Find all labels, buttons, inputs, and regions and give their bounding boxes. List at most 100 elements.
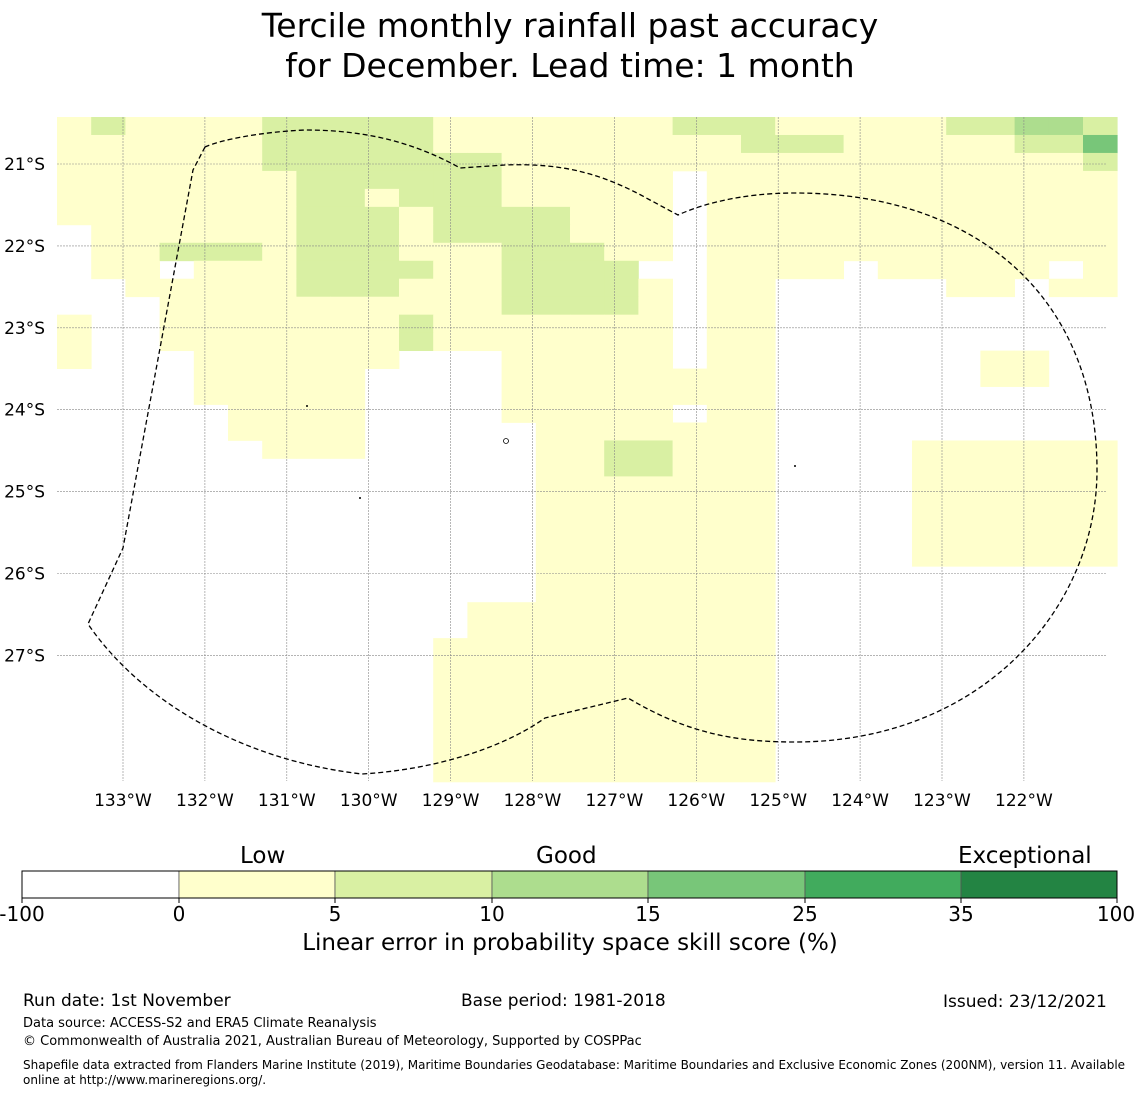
skill-cell bbox=[330, 368, 366, 387]
skill-cell bbox=[467, 332, 502, 352]
skill-cell bbox=[228, 278, 263, 298]
skill-cell bbox=[638, 476, 673, 495]
skill-cell bbox=[638, 745, 673, 765]
skill-cell bbox=[775, 260, 810, 280]
skill-cell bbox=[262, 296, 297, 316]
skill-cell bbox=[570, 692, 605, 711]
skill-cell bbox=[433, 727, 468, 747]
skill-cell bbox=[604, 170, 639, 190]
skill-cell bbox=[1083, 278, 1118, 298]
skill-cell bbox=[501, 278, 537, 298]
skill-cell bbox=[1083, 224, 1118, 244]
data-source: Data source: ACCESS-S2 and ERA5 Climate … bbox=[23, 1016, 377, 1031]
skill-cell bbox=[433, 314, 468, 334]
skill-cell bbox=[638, 152, 673, 172]
skill-cell bbox=[159, 332, 195, 352]
skill-cell bbox=[1048, 188, 1084, 208]
skill-cell bbox=[159, 117, 195, 136]
skill-cell bbox=[980, 368, 1015, 387]
skill-cell bbox=[501, 170, 537, 190]
skill-cell bbox=[193, 134, 229, 154]
skill-cell bbox=[125, 260, 160, 280]
skill-cell bbox=[741, 674, 776, 693]
skill-cell bbox=[330, 296, 366, 316]
skill-cell bbox=[980, 458, 1015, 477]
skill-cell bbox=[262, 332, 297, 352]
colorbar-tick: 25 bbox=[792, 902, 818, 926]
skill-cell bbox=[501, 117, 537, 136]
skill-cell bbox=[672, 422, 708, 441]
skill-cell bbox=[125, 188, 160, 208]
skill-cell bbox=[399, 314, 434, 334]
skill-cell bbox=[741, 188, 776, 208]
skill-cell bbox=[604, 314, 639, 334]
skill-cell bbox=[570, 458, 605, 477]
skill-cell bbox=[1083, 206, 1118, 226]
issued-date: Issued: 23/12/2021 bbox=[943, 992, 1107, 1012]
skill-cell bbox=[706, 152, 742, 172]
skill-cell bbox=[1083, 494, 1118, 513]
skill-cell bbox=[706, 674, 742, 693]
colorbar-tick: 10 bbox=[479, 902, 505, 926]
skill-cell bbox=[467, 278, 502, 298]
skill-cell bbox=[912, 260, 947, 280]
skill-cell bbox=[706, 260, 742, 280]
skill-cell bbox=[877, 134, 913, 154]
skill-cell bbox=[570, 674, 605, 693]
skill-cell bbox=[501, 206, 537, 226]
skill-cell bbox=[1048, 494, 1084, 513]
skill-cell bbox=[1014, 530, 1050, 549]
skill-cell bbox=[741, 494, 776, 513]
skill-cell bbox=[604, 745, 639, 765]
skill-cell bbox=[809, 152, 844, 172]
skill-cell bbox=[741, 206, 776, 226]
skill-cell bbox=[706, 566, 742, 585]
skill-cell bbox=[877, 117, 913, 136]
colorbar bbox=[21, 870, 1118, 903]
skill-cell bbox=[535, 584, 571, 603]
skill-cell bbox=[706, 368, 742, 387]
skill-cell bbox=[364, 242, 400, 262]
skill-cell bbox=[433, 763, 468, 783]
skill-cell bbox=[638, 548, 673, 567]
skill-cell bbox=[296, 296, 331, 316]
lon-label: 133°W bbox=[94, 791, 152, 811]
skill-cell bbox=[467, 260, 502, 280]
skill-cell bbox=[364, 296, 400, 316]
skill-cell bbox=[262, 314, 297, 334]
skill-cell bbox=[638, 458, 673, 477]
colorbar-label: Linear error in probability space skill … bbox=[302, 930, 838, 956]
skill-cell bbox=[570, 548, 605, 567]
skill-cell bbox=[638, 602, 673, 621]
skill-cell bbox=[535, 440, 571, 459]
copyright: © Commonwealth of Australia 2021, Austra… bbox=[23, 1034, 642, 1049]
skill-cell bbox=[296, 188, 331, 208]
skill-cell bbox=[604, 386, 639, 405]
skill-cell bbox=[809, 117, 844, 136]
run-date: Run date: 1st November bbox=[23, 991, 231, 1011]
skill-cell bbox=[638, 763, 673, 783]
skill-cell bbox=[706, 224, 742, 244]
skill-cell bbox=[672, 566, 708, 585]
skill-cell bbox=[604, 602, 639, 621]
skill-cell bbox=[570, 566, 605, 585]
skill-cell bbox=[706, 512, 742, 531]
skill-cell bbox=[1014, 134, 1050, 154]
skill-cell bbox=[672, 530, 708, 549]
skill-cell bbox=[330, 170, 366, 190]
skill-cell bbox=[980, 188, 1015, 208]
skill-cell bbox=[262, 440, 297, 459]
skill-cell bbox=[843, 206, 879, 226]
skill-cell bbox=[843, 242, 879, 262]
colorbar-segment bbox=[334, 870, 493, 899]
lon-label: 132°W bbox=[176, 791, 234, 811]
skill-cell bbox=[604, 152, 639, 172]
skill-cell bbox=[228, 260, 263, 280]
skill-cell bbox=[877, 170, 913, 190]
skill-cell bbox=[330, 242, 366, 262]
island-marker bbox=[306, 405, 308, 407]
skill-cell bbox=[1048, 206, 1084, 226]
skill-cell bbox=[57, 188, 92, 208]
skill-cell bbox=[330, 404, 366, 423]
skill-cell bbox=[57, 350, 92, 369]
